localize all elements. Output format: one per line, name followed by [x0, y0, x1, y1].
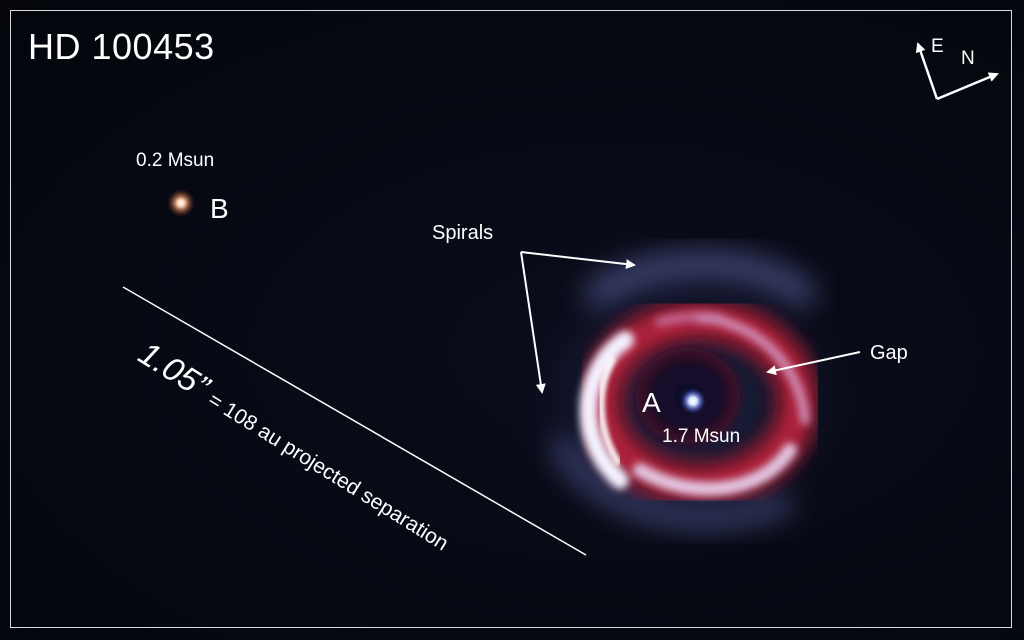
star-a-label: A [642, 387, 661, 418]
compass-east-label: E [931, 36, 944, 57]
star-a [680, 388, 706, 414]
outer-spiral-glow [549, 252, 819, 529]
star-b [167, 189, 195, 217]
separation-line [122, 286, 587, 556]
compass-north-label: N [961, 48, 975, 69]
star-b-mass: 0.2 Msun [136, 150, 215, 171]
gap-label: Gap [870, 342, 908, 364]
disk-ring-highlight [597, 356, 622, 466]
spirals-arrows [520, 251, 636, 394]
image-frame [10, 10, 1012, 628]
star-a-mass: 1.7 Msun [662, 426, 741, 447]
disk-ring-white [579, 311, 810, 496]
compass-icon [915, 42, 999, 101]
star-b-label: B [210, 193, 229, 224]
spirals-label: Spirals [432, 222, 494, 244]
gap-arrow [766, 351, 861, 376]
image-title: HD 100453 [28, 26, 215, 67]
